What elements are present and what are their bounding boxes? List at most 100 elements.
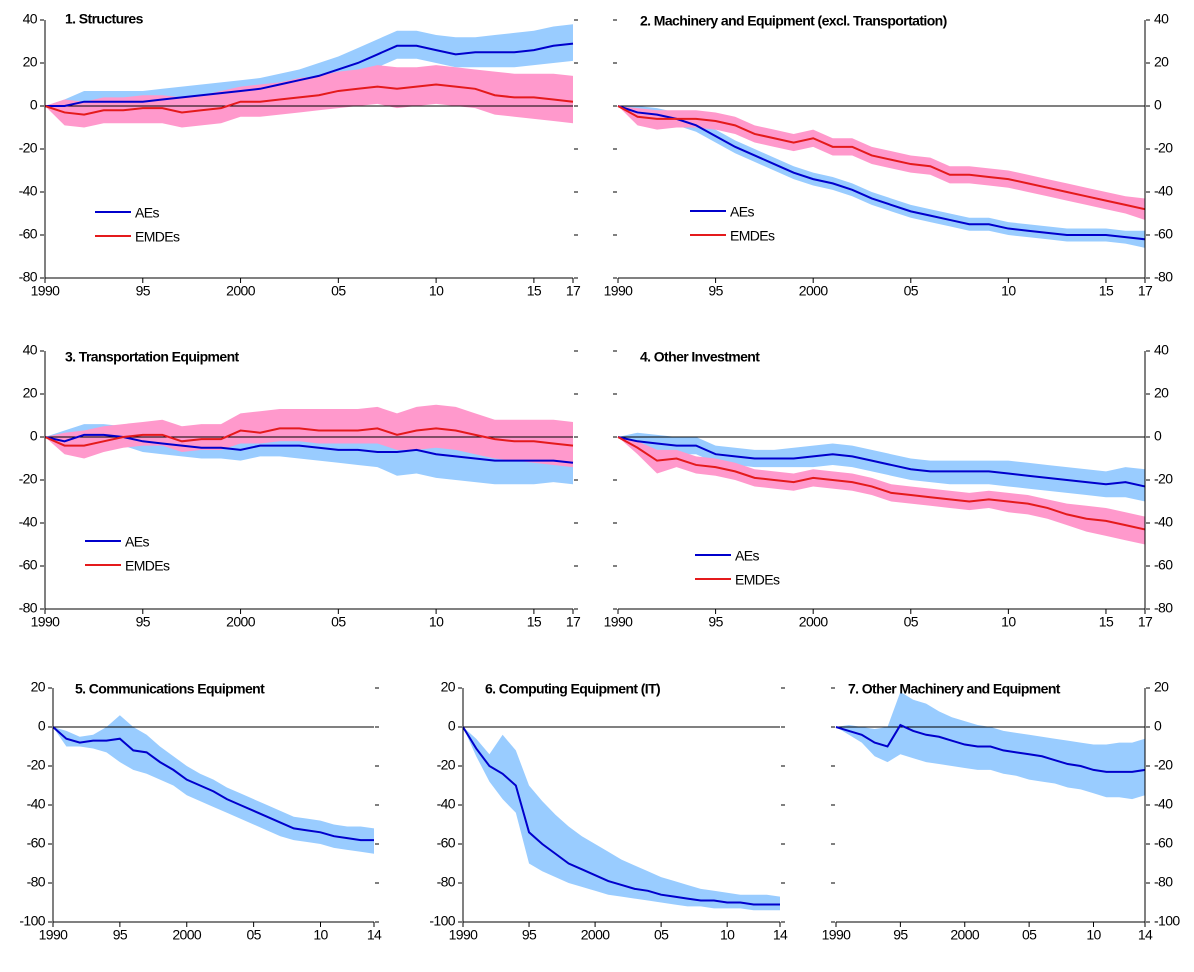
series-line	[617, 105, 1146, 211]
legend-label: EMDEs	[730, 228, 775, 244]
panel-title: 3. Transportation Equipment	[65, 349, 240, 365]
x-tick-label: 05	[246, 927, 261, 943]
y-tick-label: -40	[1154, 796, 1173, 812]
y-tick-label: 20	[23, 54, 38, 70]
x-tick-label: 05	[331, 614, 346, 630]
y-tick-label: -80	[1154, 874, 1173, 890]
y-tick-label: 0	[30, 97, 38, 113]
y-tick-label: -20	[1154, 471, 1173, 487]
x-tick-label: 14	[1138, 927, 1153, 943]
y-tick-label: 20	[441, 679, 456, 695]
x-tick-label: 95	[136, 614, 151, 630]
x-tick-label: 95	[708, 283, 723, 299]
y-tick-label: 0	[38, 718, 46, 734]
y-tick-label: -20	[1154, 140, 1173, 156]
x-tick-label: 10	[1001, 614, 1016, 630]
legend-label: AEs	[735, 548, 759, 564]
series-line	[462, 726, 780, 906]
series-line	[52, 726, 374, 842]
y-tick-label: -40	[19, 183, 38, 199]
x-tick-label: 2000	[226, 614, 256, 630]
x-tick-label: 10	[1001, 283, 1016, 299]
y-tick-label: -60	[19, 557, 38, 573]
panel-title: 6. Computing Equipment (IT)	[485, 681, 660, 697]
x-tick-label: 1990	[39, 927, 69, 943]
series-line	[45, 42, 574, 107]
x-tick-label: 95	[893, 927, 908, 943]
y-tick-label: 0	[30, 428, 38, 444]
x-tick-label: 10	[313, 927, 328, 943]
y-tick-label: -60	[1154, 557, 1173, 573]
y-tick-label: -80	[437, 874, 456, 890]
x-tick-label: 05	[1022, 927, 1037, 943]
confidence-band	[618, 106, 1145, 220]
y-tick-label: -80	[19, 600, 38, 616]
y-tick-label: -20	[19, 140, 38, 156]
x-tick-label: 2000	[799, 283, 829, 299]
x-tick-label: 15	[527, 283, 542, 299]
x-tick-label: 2000	[950, 927, 980, 943]
y-tick-label: 40	[1154, 11, 1169, 27]
x-tick-label: 2000	[172, 927, 202, 943]
y-tick-label: 0	[448, 718, 456, 734]
x-tick-label: 10	[429, 614, 444, 630]
y-tick-label: 40	[23, 11, 38, 27]
x-tick-label: 2000	[581, 927, 611, 943]
x-tick-label: 05	[654, 927, 669, 943]
x-tick-label: 10	[1086, 927, 1101, 943]
x-tick-label: 2000	[226, 283, 256, 299]
x-tick-label: 1990	[822, 927, 852, 943]
series-line	[617, 105, 1146, 241]
y-tick-label: -80	[1154, 269, 1173, 285]
panel-title: 1. Structures	[65, 11, 144, 27]
y-tick-label: -100	[1154, 913, 1180, 929]
y-tick-label: -100	[429, 913, 455, 929]
x-tick-label: 05	[904, 614, 919, 630]
x-tick-label: 15	[1099, 283, 1114, 299]
x-tick-label: 17	[1138, 614, 1153, 630]
y-tick-label: 0	[1154, 718, 1162, 734]
y-tick-label: 40	[23, 342, 38, 358]
y-tick-label: -20	[19, 471, 38, 487]
x-tick-label: 14	[773, 927, 788, 943]
legend-label: EMDEs	[125, 558, 170, 574]
panel-title: 2. Machinery and Equipment (excl. Transp…	[640, 13, 947, 29]
x-tick-label: 05	[904, 283, 919, 299]
y-tick-label: 20	[1154, 54, 1169, 70]
x-tick-label: 95	[708, 614, 723, 630]
x-tick-label: 14	[367, 927, 382, 943]
confidence-band	[463, 727, 780, 911]
series-line	[44, 427, 574, 447]
x-tick-label: 15	[527, 614, 542, 630]
x-tick-label: 95	[113, 927, 128, 943]
y-tick-label: 20	[23, 385, 38, 401]
legend-label: AEs	[730, 204, 754, 220]
y-tick-label: -40	[437, 796, 456, 812]
y-tick-label: -40	[1154, 183, 1173, 199]
x-tick-label: 1990	[604, 614, 634, 630]
y-tick-label: 20	[31, 679, 46, 695]
y-tick-label: 20	[1154, 385, 1169, 401]
y-tick-label: 40	[1154, 342, 1169, 358]
x-tick-label: 1990	[31, 614, 61, 630]
y-tick-label: -40	[27, 796, 46, 812]
x-tick-label: 17	[566, 614, 581, 630]
panel-title: 4. Other Investment	[640, 349, 760, 365]
y-tick-label: -20	[27, 757, 46, 773]
y-tick-label: -20	[437, 757, 456, 773]
y-tick-label: -60	[19, 226, 38, 242]
y-tick-label: -100	[19, 913, 45, 929]
confidence-band	[45, 404, 573, 468]
legend-label: EMDEs	[735, 572, 780, 588]
y-tick-label: -60	[27, 835, 46, 851]
y-tick-label: 0	[1154, 97, 1162, 113]
series-line	[617, 436, 1146, 531]
y-tick-label: -60	[1154, 835, 1173, 851]
y-tick-label: 0	[1154, 428, 1162, 444]
x-tick-label: 1990	[604, 283, 634, 299]
x-tick-label: 17	[1138, 283, 1153, 299]
confidence-band	[45, 24, 573, 113]
x-tick-label: 2000	[799, 614, 829, 630]
x-tick-label: 17	[566, 283, 581, 299]
legend-label: AEs	[135, 205, 159, 221]
